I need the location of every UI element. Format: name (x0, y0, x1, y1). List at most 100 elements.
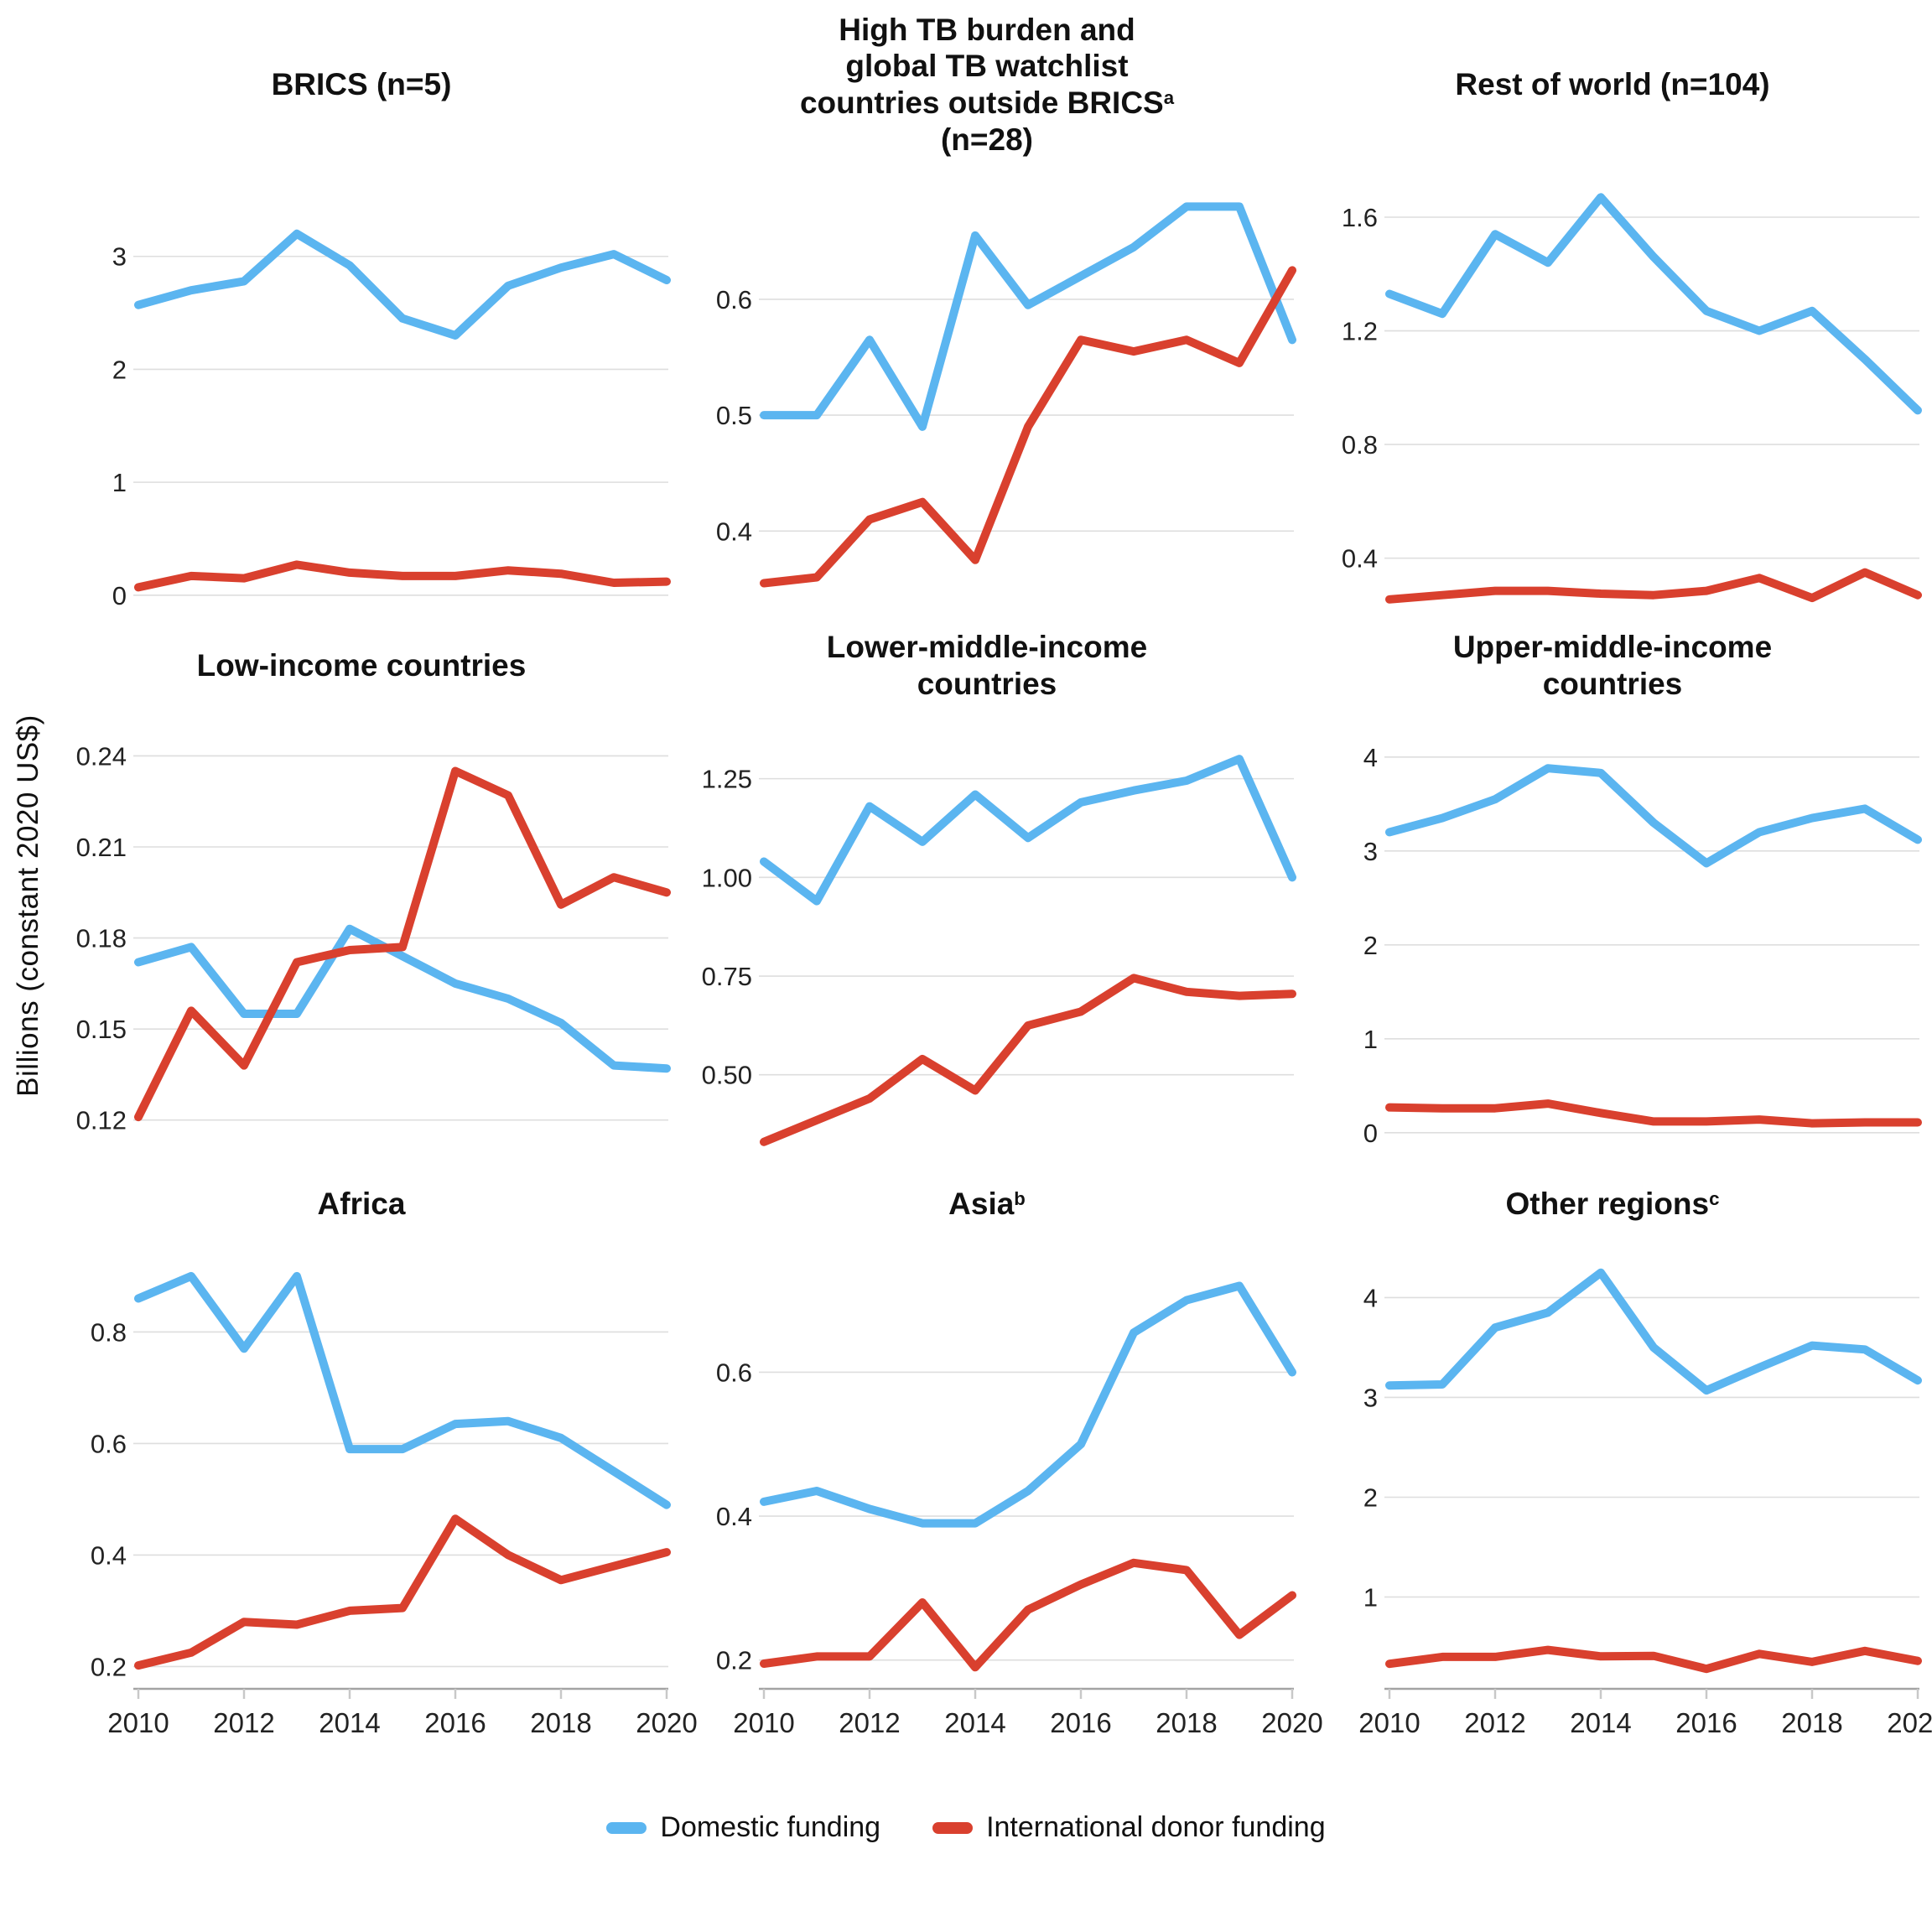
y-tick-label: 1 (1363, 1583, 1378, 1613)
legend-label-domestic: Domestic funding (660, 1811, 881, 1843)
title-superscript: a (1163, 86, 1175, 108)
chart-panel-asia: Asiab 0.6 0.4 0.2 2010 2012 2014 2016 2018 2020 (674, 1172, 1323, 1764)
y-axis-label: Billions (constant 2020 US$) (12, 714, 44, 1097)
domestic-funding-line (134, 924, 671, 1073)
domestic-funding-line (760, 202, 1296, 431)
y-tick-label: 0.2 (91, 1652, 127, 1681)
panel-title-brics: BRICS (n=5) (271, 67, 452, 102)
chart-panel-rest-of-world: Rest of world (n=104) 1.6 1.2 0.8 0.4 (1300, 10, 1925, 619)
panel-title-other-regions: Other regionsc (1505, 1187, 1720, 1222)
panel-title-low-income: Low-income countries (196, 648, 527, 683)
y-tick-label: 0.4 (91, 1540, 127, 1570)
y-tick-label: 0.21 (76, 833, 127, 862)
chart-panel-brics: BRICS (n=5) 3 2 1 0 (49, 10, 674, 619)
international-donor-funding-line (1385, 1645, 1922, 1674)
international-donor-funding-line (760, 1558, 1296, 1672)
x-tick-label: 2018 (1781, 1707, 1842, 1738)
y-tick-label: 0.6 (716, 285, 752, 314)
y-tick-label: 0.6 (91, 1429, 127, 1458)
panel-title-lower-middle-income: Lower-middle-income countries (826, 630, 1148, 701)
y-tick-label: 0.5 (716, 401, 752, 430)
x-tick-label: 2010 (1358, 1707, 1420, 1738)
international-donor-funding-line (134, 560, 671, 592)
title-superscript: c (1709, 1188, 1720, 1210)
x-tick-label: 2012 (839, 1707, 900, 1738)
y-tick-label: 1.00 (702, 863, 752, 892)
plot-africa: 0.8 0.6 0.4 0.2 2010 2012 2014 2016 2018 2020 (91, 1271, 698, 1738)
x-tick-label: 2018 (1156, 1707, 1217, 1738)
y-tick-label: 0.8 (91, 1317, 127, 1347)
title-superscript: b (1014, 1188, 1026, 1210)
international-donor-funding-swatch (932, 1821, 974, 1834)
panel-title-rest-of-world: Rest of world (n=104) (1455, 67, 1770, 102)
chart-panel-high-tb-watchlist: High TB burden and global TB watchlist cou… (674, 10, 1300, 619)
x-tick-label: 2010 (733, 1707, 794, 1738)
domestic-funding-line (134, 1271, 671, 1509)
y-tick-label: 0 (1363, 1119, 1378, 1148)
plot-lower-middle-income: 1.25 1.00 0.75 0.50 (702, 755, 1296, 1146)
y-tick-label: 1.2 (1342, 317, 1378, 346)
y-tick-label: 1.6 (1342, 203, 1378, 232)
plot-rest-of-world: 1.6 1.2 0.8 0.4 (1342, 193, 1922, 604)
y-tick-label: 3 (1363, 1383, 1378, 1412)
y-tick-label: 0 (112, 581, 127, 610)
x-tick-label: 2016 (424, 1707, 486, 1738)
plot-upper-middle-income: 4 3 2 1 0 (1363, 743, 1922, 1148)
y-tick-label: 0.4 (716, 517, 752, 546)
international-donor-funding-line (134, 1514, 671, 1670)
x-tick-label: 2016 (1050, 1707, 1111, 1738)
y-tick-label: 0.18 (76, 924, 127, 953)
international-donor-funding-line (1385, 1099, 1922, 1128)
chart-panel-low-income: Low-income countries 0.24 0.21 0.18 0.15 0.12 (49, 619, 674, 1172)
plot-low-income: 0.24 0.21 0.18 0.15 0.12 (76, 741, 671, 1135)
x-tick-label: 2010 (107, 1707, 169, 1738)
chart-panel-africa: Africa 0.8 0.6 0.4 0.2 2010 2012 2014 2016 2018 20… (49, 1172, 698, 1764)
panel-title-high-tb-watchlist: High TB burden and global TB watchlist cou… (799, 12, 1175, 157)
y-tick-label: 1 (112, 468, 127, 497)
legend: Domestic funding International donor fun… (0, 1811, 1932, 1844)
x-tick-label: 2020 (636, 1707, 697, 1738)
x-tick-label: 2014 (944, 1707, 1005, 1738)
y-tick-label: 1 (1363, 1025, 1378, 1054)
panel-title-africa: Africa (317, 1187, 406, 1222)
x-tick-label: 2016 (1675, 1707, 1737, 1738)
y-tick-label: 0.50 (702, 1061, 752, 1090)
international-donor-funding-line (760, 266, 1296, 588)
y-tick-label: 0.4 (1342, 544, 1378, 574)
y-tick-label: 3 (1363, 837, 1378, 866)
x-tick-label: 2018 (530, 1707, 591, 1738)
y-tick-label: 0.6 (716, 1358, 752, 1387)
panel-title-asia: Asiab (948, 1187, 1026, 1222)
chart-grid: BRICS (n=5) 3 2 1 0 High TB burden and global … (49, 10, 1932, 1764)
domestic-funding-line (1385, 193, 1922, 415)
international-donor-funding-line (1385, 568, 1922, 604)
panel-title-upper-middle-income: Upper-middle-income countries (1452, 630, 1773, 701)
chart-panel-upper-middle-income: Upper-middle-income countries 4 3 2 1 0 (1300, 619, 1925, 1172)
y-tick-label: 0.2 (716, 1646, 752, 1675)
international-donor-funding-line (134, 766, 671, 1122)
x-tick-label: 2020 (1887, 1707, 1932, 1738)
legend-item-domestic: Domestic funding (606, 1811, 880, 1844)
domestic-funding-line (760, 755, 1296, 906)
y-tick-label: 2 (112, 355, 127, 384)
plot-high-tb-watchlist: 0.6 0.5 0.4 (716, 202, 1296, 588)
y-tick-label: 2 (1363, 1483, 1378, 1512)
domestic-funding-line (1385, 764, 1922, 868)
y-tick-label: 1.25 (702, 765, 752, 794)
legend-item-donor: International donor funding (932, 1811, 1326, 1844)
chart-panel-lower-middle-income: Lower-middle-income countries 1.25 1.00 0.75… (674, 619, 1300, 1172)
plot-other-regions: 4 3 2 1 2010 2012 2014 2016 2018 2020 (1358, 1268, 1932, 1738)
domestic-funding-line (134, 229, 671, 340)
x-tick-label: 2014 (1570, 1707, 1631, 1738)
y-tick-label: 2 (1363, 931, 1378, 960)
y-tick-label: 0.15 (76, 1015, 127, 1044)
y-tick-label: 0.24 (76, 741, 127, 771)
domestic-funding-line (760, 1281, 1296, 1528)
y-tick-label: 0.4 (716, 1502, 752, 1531)
domestic-funding-line (1385, 1268, 1922, 1395)
x-tick-label: 2020 (1261, 1707, 1322, 1738)
plot-brics: 3 2 1 0 (112, 229, 671, 610)
y-tick-label: 0.12 (76, 1106, 127, 1135)
y-tick-label: 3 (112, 242, 127, 272)
